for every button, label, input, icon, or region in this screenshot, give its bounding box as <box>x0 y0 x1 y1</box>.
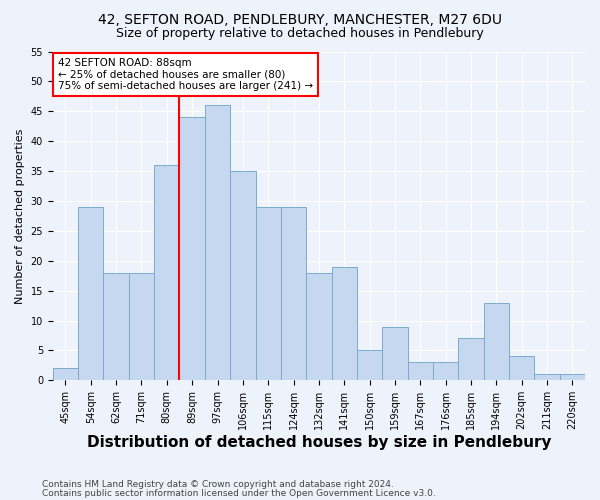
Bar <box>154 165 179 380</box>
Bar <box>509 356 535 380</box>
Bar <box>458 338 484 380</box>
Bar <box>433 362 458 380</box>
Bar <box>78 207 103 380</box>
Bar <box>230 171 256 380</box>
Text: Contains HM Land Registry data © Crown copyright and database right 2024.: Contains HM Land Registry data © Crown c… <box>42 480 394 489</box>
Bar <box>535 374 560 380</box>
Bar <box>357 350 382 380</box>
Bar <box>560 374 585 380</box>
Text: Contains public sector information licensed under the Open Government Licence v3: Contains public sector information licen… <box>42 488 436 498</box>
Bar <box>103 272 129 380</box>
Bar <box>129 272 154 380</box>
X-axis label: Distribution of detached houses by size in Pendlebury: Distribution of detached houses by size … <box>86 435 551 450</box>
Bar <box>484 302 509 380</box>
Text: Size of property relative to detached houses in Pendlebury: Size of property relative to detached ho… <box>116 28 484 40</box>
Bar <box>53 368 78 380</box>
Bar <box>281 207 306 380</box>
Bar <box>407 362 433 380</box>
Bar <box>256 207 281 380</box>
Bar <box>205 106 230 380</box>
Text: 42 SEFTON ROAD: 88sqm
← 25% of detached houses are smaller (80)
75% of semi-deta: 42 SEFTON ROAD: 88sqm ← 25% of detached … <box>58 58 313 92</box>
Y-axis label: Number of detached properties: Number of detached properties <box>15 128 25 304</box>
Bar <box>332 266 357 380</box>
Bar <box>382 326 407 380</box>
Bar <box>306 272 332 380</box>
Text: 42, SEFTON ROAD, PENDLEBURY, MANCHESTER, M27 6DU: 42, SEFTON ROAD, PENDLEBURY, MANCHESTER,… <box>98 12 502 26</box>
Bar <box>179 118 205 380</box>
